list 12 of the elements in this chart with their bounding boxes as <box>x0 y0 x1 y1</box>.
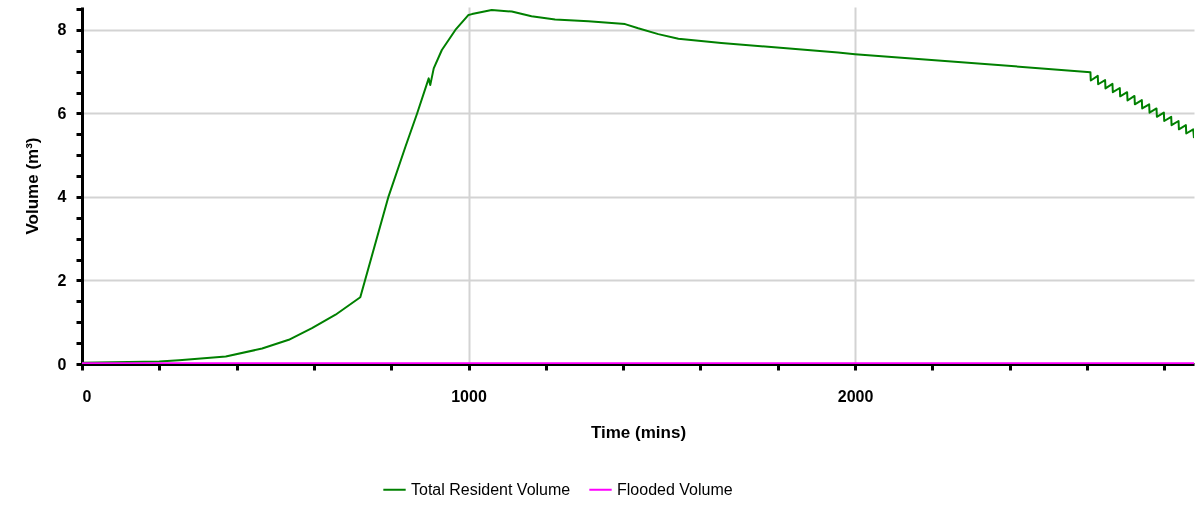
x-tick-label: 1000 <box>451 387 487 405</box>
x-axis-title: Time (mins) <box>590 422 687 442</box>
y-axis-title: Volume (m³) <box>22 137 42 235</box>
y-tick-label: 0 <box>57 355 67 373</box>
legend-label: Total Resident Volume <box>411 480 571 498</box>
x-tick-label: 2000 <box>837 387 874 405</box>
x-tick-label: 0 <box>82 387 92 405</box>
y-tick-label: 8 <box>57 21 67 39</box>
legend-label: Flooded Volume <box>617 480 733 498</box>
y-tick-label: 2 <box>57 271 67 289</box>
y-tick-label: 6 <box>57 104 67 122</box>
y-tick-label: 4 <box>57 188 67 206</box>
